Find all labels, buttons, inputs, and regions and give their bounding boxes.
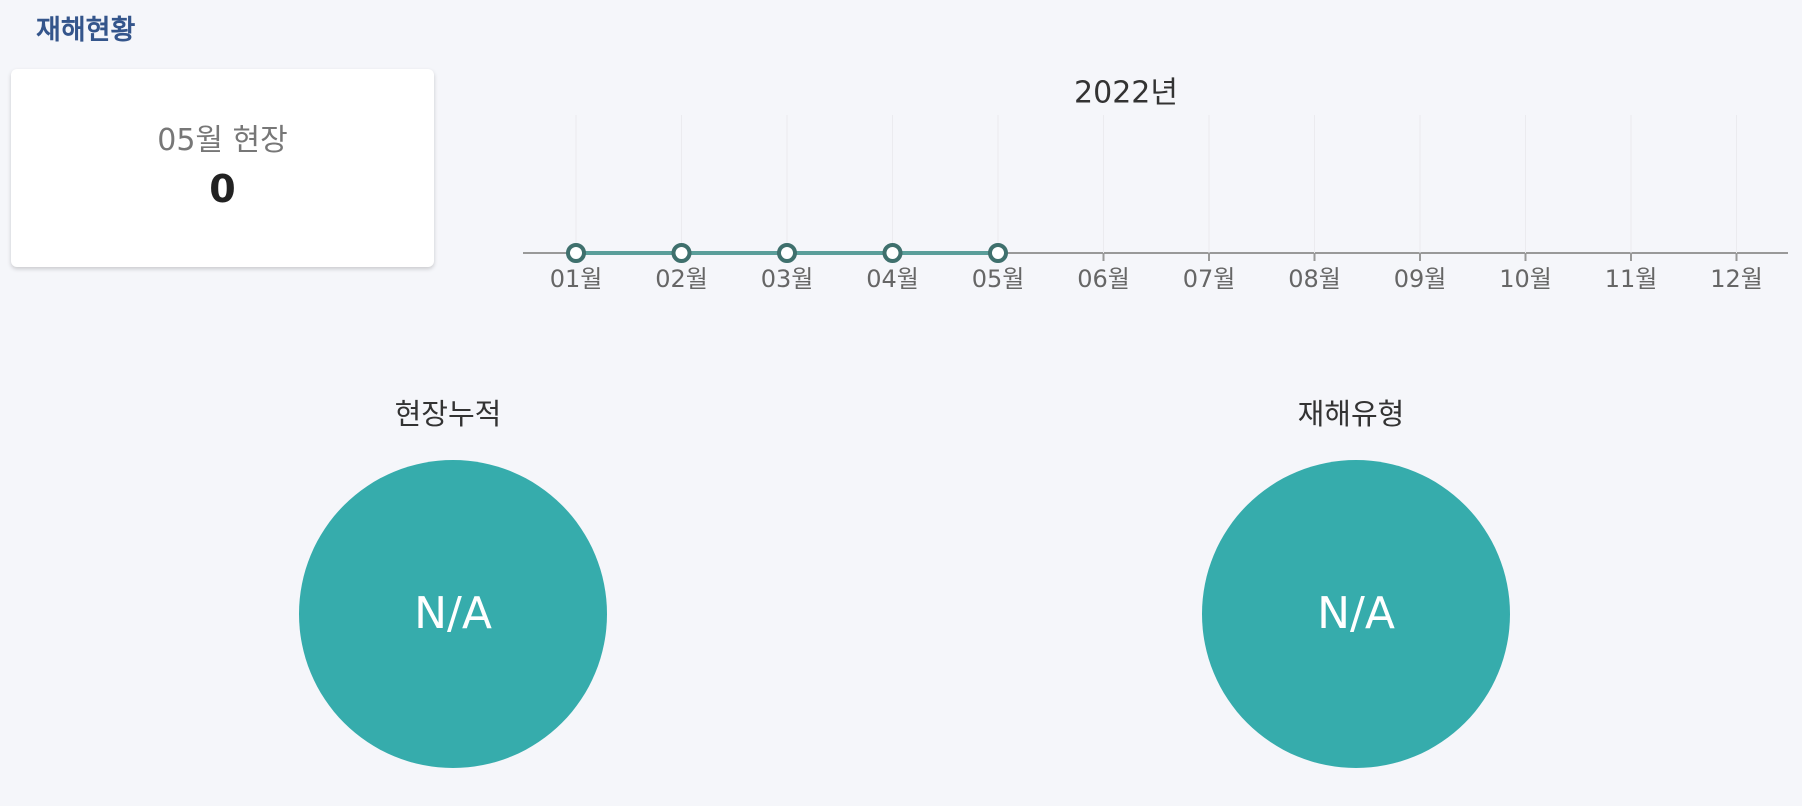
pie-title: 재해유형 bbox=[1298, 397, 1405, 431]
section-title: 재해현황 bbox=[36, 15, 136, 46]
x-tick-label: 03월 bbox=[761, 265, 814, 293]
point bbox=[882, 243, 903, 263]
x-tick-label: 01월 bbox=[550, 265, 603, 293]
point bbox=[671, 243, 692, 263]
x-tick-label: 07월 bbox=[1183, 265, 1236, 293]
pie bbox=[299, 460, 607, 768]
x-tick-label: 09월 bbox=[1394, 265, 1447, 293]
x-tick-label: 11월 bbox=[1605, 265, 1658, 293]
card-label: 05월 현장 bbox=[157, 123, 288, 158]
pie-label: N/A bbox=[1317, 588, 1395, 639]
summary-card: 05월 현장 0 bbox=[11, 69, 434, 267]
pie bbox=[1202, 460, 1510, 768]
x-tick-label: 10월 bbox=[1499, 265, 1552, 293]
x-tick-label: 02월 bbox=[655, 265, 708, 293]
x-tick-label: 06월 bbox=[1077, 265, 1130, 293]
point bbox=[988, 243, 1008, 263]
x-tick-label: 12월 bbox=[1710, 265, 1763, 293]
pie-title: 현장누적 bbox=[395, 397, 502, 431]
x-tick-label: 04월 bbox=[866, 265, 919, 293]
pie-label: N/A bbox=[414, 588, 492, 639]
point bbox=[566, 243, 586, 263]
point bbox=[777, 243, 797, 263]
chart-title: 2022년 bbox=[1074, 76, 1178, 111]
card-value: 0 bbox=[209, 167, 236, 211]
x-tick-label: 08월 bbox=[1288, 265, 1341, 293]
x-tick-label: 05월 bbox=[972, 265, 1025, 293]
